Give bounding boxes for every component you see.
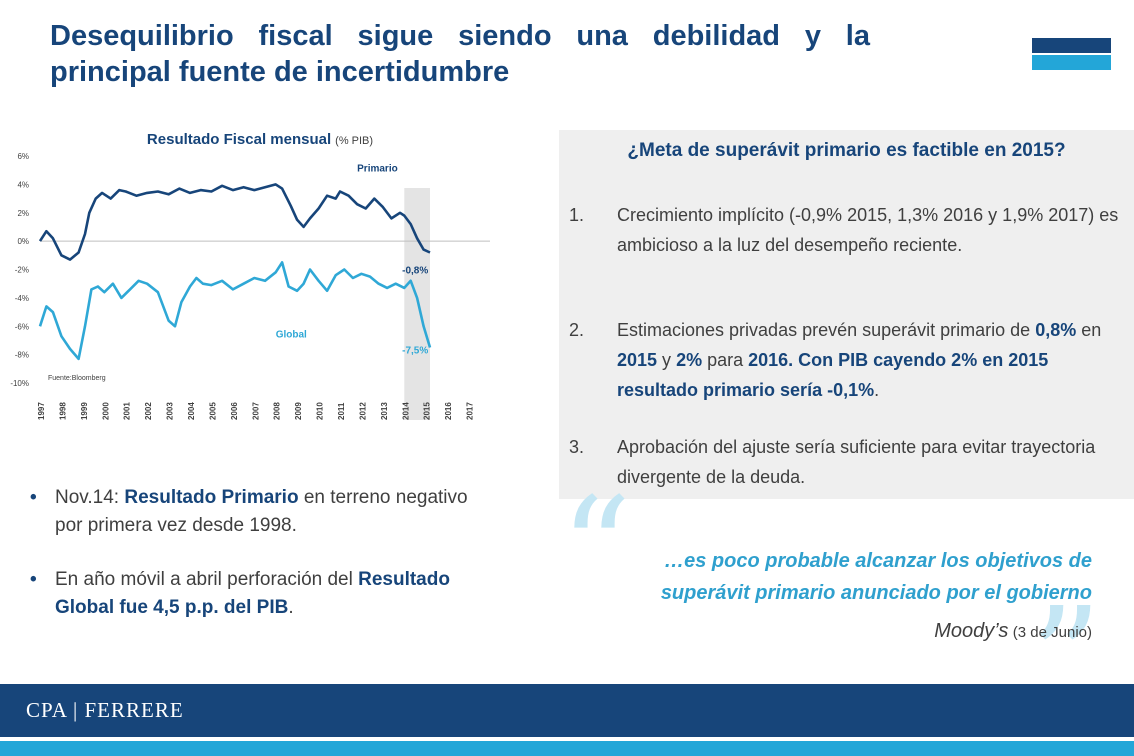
question-box: ¿Meta de superávit primario es factible … xyxy=(559,130,1134,499)
x-tick-label: 2004 xyxy=(187,402,196,420)
x-tick-label: 1998 xyxy=(58,402,67,420)
item-text: Estimaciones privadas prevén superávit p… xyxy=(617,315,1119,405)
series-line-global xyxy=(38,261,432,361)
plain-text: Nov.14: xyxy=(55,487,125,508)
highlight-text: 2015 xyxy=(617,350,658,370)
bullet-text: Nov.14: Resultado Primario en terreno ne… xyxy=(55,487,468,536)
chart-source: Fuente:Bloomberg xyxy=(48,375,106,382)
y-tick-label: 2% xyxy=(17,209,29,218)
item-number: 1. xyxy=(569,205,585,225)
question-item: 1. Crecimiento implícito (-0,9% 2015, 1,… xyxy=(569,200,1119,260)
shaded-period xyxy=(404,188,430,420)
plain-text: Aprobación del ajuste sería suficiente p… xyxy=(617,437,1096,487)
y-tick-label: -8% xyxy=(15,351,29,360)
x-tick-label: 2015 xyxy=(423,402,432,420)
x-tick-label: 2012 xyxy=(358,402,367,420)
plain-text: . xyxy=(874,380,880,400)
item-number: 2. xyxy=(569,320,585,340)
plain-text: en terreno negativo por primera vez desd… xyxy=(55,487,468,536)
item-text: Aprobación del ajuste sería suficiente p… xyxy=(617,432,1119,492)
chart-title: Resultado Fiscal mensual (% PIB) xyxy=(147,131,373,148)
y-tick-label: -4% xyxy=(15,294,29,303)
question-box-title: ¿Meta de superávit primario es factible … xyxy=(627,140,1066,161)
y-tick-label: 6% xyxy=(17,152,29,161)
highlight-text: 2016. Con PIB cayendo 2% en 2015 resulta… xyxy=(617,350,1049,400)
footer-stripe xyxy=(0,741,1134,756)
x-tick-label: 2017 xyxy=(466,402,475,420)
page-title: Desequilibrio fiscal sigue siendo una de… xyxy=(50,20,870,88)
plain-text: En año móvil a abril perforación del xyxy=(55,569,359,590)
x-tick-label: 2011 xyxy=(337,402,346,420)
plain-text: y xyxy=(657,350,677,370)
highlight-text: 0,8% xyxy=(1035,320,1077,340)
x-tick-label: 2000 xyxy=(101,402,110,420)
plain-text: en xyxy=(1076,320,1102,340)
y-tick-label: 0% xyxy=(17,237,29,246)
fiscal-chart-svg: 6% 4% 2% 0% -2% -4% -6% -8% -10% 1997 1998 1999 200… xyxy=(10,131,490,420)
quote-date: (3 de Junio) xyxy=(1012,624,1092,641)
bullet-dot-icon: • xyxy=(30,569,37,590)
x-tick-label: 2008 xyxy=(273,402,282,420)
footer-bar: CPA | FERRERE xyxy=(0,684,1134,737)
bullet-item: • En año móvil a abril perforación del R… xyxy=(30,566,490,622)
x-tick-label: 2010 xyxy=(316,402,325,420)
item-text: Crecimiento implícito (-0,9% 2015, 1,3% … xyxy=(617,200,1119,260)
plain-text: para xyxy=(702,350,749,370)
logo-bar-dark xyxy=(1032,38,1111,53)
x-tick-label: 2002 xyxy=(144,402,153,420)
bullet-text: En año móvil a abril perforación del Res… xyxy=(55,569,450,618)
highlight-text: Resultado Primario xyxy=(124,487,299,508)
y-tick-label: -6% xyxy=(15,322,29,331)
quote-attribution: Moody’s (3 de Junio) xyxy=(760,620,1092,643)
y-tick-label: 4% xyxy=(17,180,29,189)
quote-author: Moody’s xyxy=(934,620,1009,642)
highlight-text: Resultado Global fue 4,5 p.p. del PIB xyxy=(55,569,450,618)
y-tick-label: -10% xyxy=(10,379,29,388)
x-tick-label: 2014 xyxy=(401,402,410,420)
quote-text: …es poco probable alcanzar los objetivos… xyxy=(660,550,1092,604)
bullet-item: • Nov.14: Resultado Primario en terreno … xyxy=(30,484,490,540)
x-tick-label: 2003 xyxy=(166,402,175,420)
question-item: 2. Estimaciones privadas prevén superávi… xyxy=(569,315,1119,405)
x-tick-label: 1999 xyxy=(80,402,89,420)
plain-text: Crecimiento implícito (-0,9% 2015, 1,3% … xyxy=(617,205,1119,255)
quote-open-icon: “ xyxy=(560,468,632,631)
fiscal-chart: 6% 4% 2% 0% -2% -4% -6% -8% -10% 1997 1998 1999 200… xyxy=(0,120,500,430)
question-item: 3. Aprobación del ajuste sería suficient… xyxy=(569,432,1119,492)
footer-brand: CPA | FERRERE xyxy=(26,698,184,722)
x-tick-label: 2007 xyxy=(251,402,260,420)
series-end-label: -7,5% xyxy=(402,346,428,357)
series-name-label: Global xyxy=(276,330,307,341)
x-tick-label: 1997 xyxy=(37,402,46,420)
x-tick-label: 2009 xyxy=(294,402,303,420)
logo-bar-light xyxy=(1032,55,1111,70)
plain-text: . xyxy=(288,597,294,618)
x-tick-label: 2006 xyxy=(230,402,239,420)
bullet-list: • Nov.14: Resultado Primario en terreno … xyxy=(30,484,490,648)
y-tick-label: -2% xyxy=(15,266,29,275)
x-tick-label: 2001 xyxy=(123,402,132,420)
series-end-label: -0,8% xyxy=(402,265,428,276)
highlight-text: 2% xyxy=(676,350,703,370)
plain-text: Estimaciones privadas prevén superávit p… xyxy=(617,320,1036,340)
x-tick-label: 2013 xyxy=(380,402,389,420)
bullet-dot-icon: • xyxy=(30,487,37,508)
x-tick-label: 2005 xyxy=(208,402,217,420)
x-tick-label: 2016 xyxy=(444,402,453,420)
item-number: 3. xyxy=(569,437,585,457)
series-line-primario xyxy=(38,183,431,261)
series-name-label: Primario xyxy=(357,164,398,175)
